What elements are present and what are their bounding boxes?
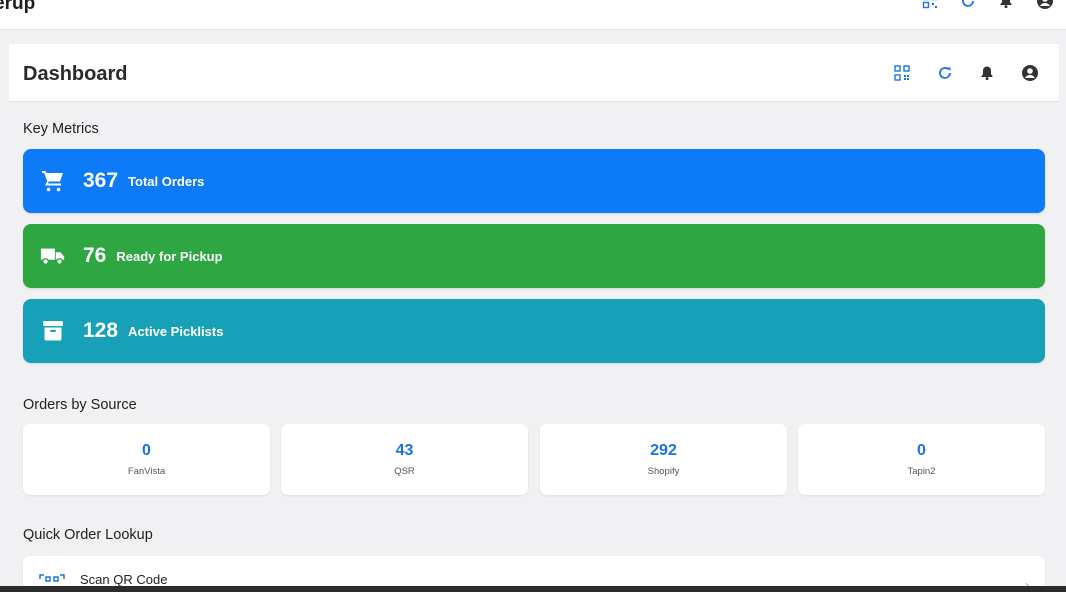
source-name: FanVista [127,466,166,477]
scan-qr-code-label: Scan QR Code [80,572,168,587]
source-card-qsr[interactable]: 43 QSR [281,424,528,495]
source-count: 0 [142,442,151,459]
metric-label: Total Orders [128,173,205,189]
quick-lookup-title: Quick Order Lookup [23,527,153,543]
metric-value: 128 [83,319,119,342]
metric-active-picklists[interactable]: 128 Active Picklists [23,299,1045,363]
page-header: Dashboard [9,44,1059,102]
metric-ready-for-pickup[interactable]: 76 Ready for Pickup [23,224,1045,288]
account-icon[interactable] [1036,0,1054,10]
qr-scan-icon [39,574,65,588]
page-title: Dashboard [23,63,128,85]
qr-scan-icon[interactable] [893,64,911,82]
cart-icon [40,168,66,194]
metric-value: 76 [83,244,107,267]
account-icon[interactable] [1021,64,1039,82]
source-card-tapin2[interactable]: 0 Tapin2 [798,424,1045,495]
source-name: QSR [394,466,415,477]
key-metrics-title: Key Metrics [23,121,99,137]
metric-label: Ready for Pickup [116,248,223,264]
source-count: 43 [395,442,414,459]
archive-icon [40,318,66,344]
refresh-icon[interactable] [960,0,976,9]
metric-total-orders[interactable]: 367 Total Orders [23,149,1045,213]
metric-value: 367 [83,169,119,192]
chevron-right-icon: › [1025,578,1029,592]
qr-scan-icon[interactable] [922,0,938,9]
source-card-fanvista[interactable]: 0 FanVista [23,424,270,495]
notification-bell-icon[interactable] [998,0,1014,9]
orders-by-source-title: Orders by Source [23,397,137,413]
app-title: erup [0,0,36,14]
header-icons [893,64,1039,82]
truck-icon [40,243,66,269]
metric-label: Active Picklists [128,323,224,339]
refresh-icon[interactable] [937,65,953,81]
top-app-bar: erup [0,0,1066,30]
notification-bell-icon[interactable] [979,65,995,81]
top-app-bar-icons [922,0,1054,10]
source-count: 292 [650,442,677,459]
source-name: Shopify [647,466,680,477]
source-card-shopify[interactable]: 292 Shopify [540,424,787,495]
source-count: 0 [917,442,926,459]
bottom-overlay-bar [0,586,1066,592]
source-name: Tapin2 [907,466,936,477]
